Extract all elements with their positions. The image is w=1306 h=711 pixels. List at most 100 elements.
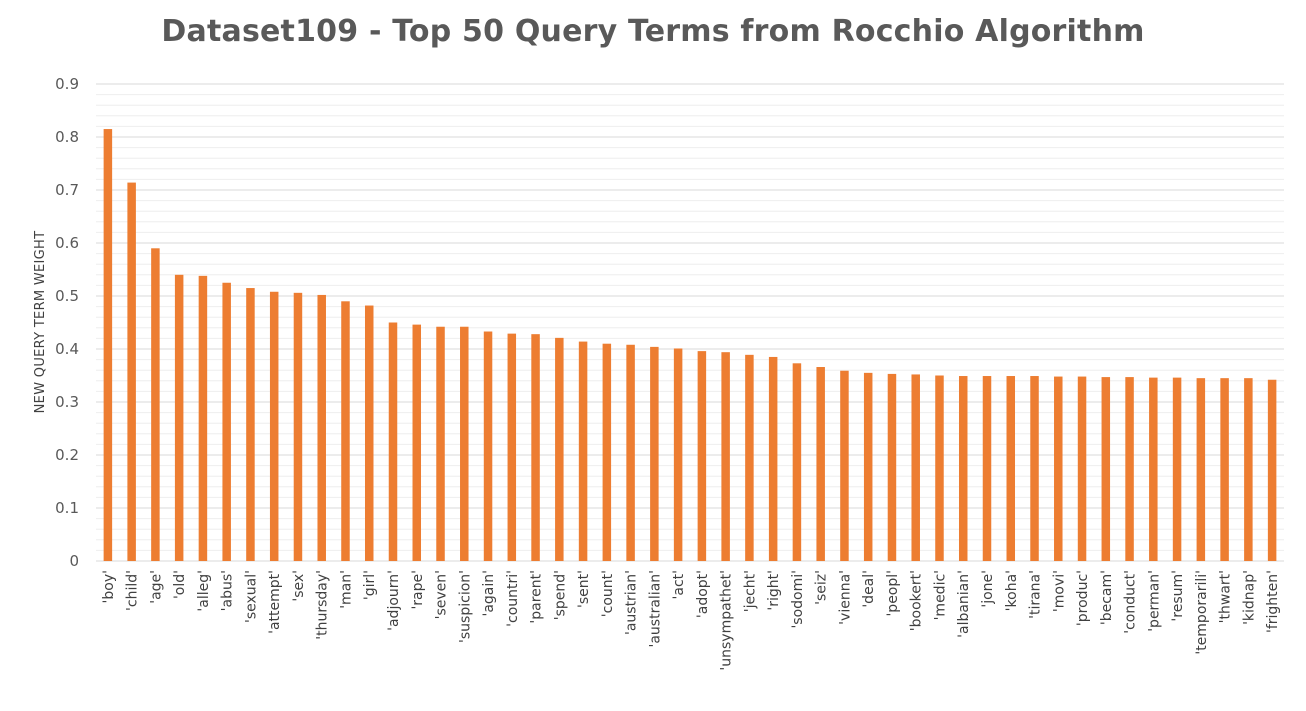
x-tick-label: 'abus': [220, 570, 236, 611]
bar: [887, 373, 897, 561]
x-tick-label: 'australian': [647, 570, 663, 648]
bar: [1149, 377, 1158, 561]
bar: [341, 301, 350, 561]
x-tick-label: 'jecht': [742, 570, 758, 612]
bar: [1244, 378, 1253, 561]
bar: [650, 346, 659, 561]
bar: [246, 288, 255, 561]
bar: [697, 351, 707, 561]
y-tick-label: 0.8: [55, 128, 79, 146]
x-tick-label: 'resum': [1170, 570, 1186, 622]
x-tick-label: 'countri': [505, 570, 521, 627]
bar: [483, 331, 493, 561]
bar: [555, 337, 564, 561]
x-tick-label: 'rape': [410, 570, 426, 610]
bar: [1172, 377, 1182, 561]
bar: [198, 275, 208, 561]
bar: [602, 343, 612, 561]
x-tick-label: 'act': [671, 570, 687, 599]
bar: [1054, 376, 1063, 561]
bar: [1101, 377, 1111, 561]
chart-title: Dataset109 - Top 50 Query Terms from Roc…: [161, 14, 1145, 49]
x-tick-label: 'alleg': [196, 570, 212, 612]
bar: [1006, 376, 1016, 561]
x-tick-label: 'seven': [434, 570, 450, 619]
x-tick-label: 'austrian': [624, 570, 640, 635]
bar: [507, 333, 517, 561]
y-axis-label: NEW QUERY TERM WEIGHT: [33, 231, 48, 414]
bar: [673, 348, 683, 561]
x-tick-label: 'produc': [1075, 570, 1091, 626]
bar: [768, 356, 778, 561]
bar: [1077, 376, 1087, 561]
bar: [1267, 379, 1277, 561]
bar: [317, 294, 326, 561]
x-tick-label: 'vienna': [837, 570, 853, 625]
bar: [436, 326, 445, 561]
x-tick-label: 'koha': [1004, 570, 1020, 611]
x-tick-label: 'child': [125, 570, 141, 611]
bar: [745, 354, 754, 561]
x-tick-label: 'peopl': [885, 570, 901, 617]
y-tick-labels: 0 0.1 0.2 0.3 0.4 0.5 0.6 0.7 0.8 0.9: [55, 75, 79, 570]
x-tick-label: 'parent': [529, 570, 545, 624]
x-tick-label: 'adopt': [695, 570, 711, 618]
bar: [222, 282, 231, 561]
x-tick-label: 'tirana': [1028, 570, 1044, 619]
bar: [578, 341, 588, 561]
x-tick-label: 'attempt': [267, 570, 283, 634]
x-tick-label: 'seiz': [814, 570, 830, 605]
x-tick-label: 'suspicion': [457, 570, 473, 643]
y-tick-label: 0.9: [55, 75, 79, 93]
x-tick-label: 'count': [600, 570, 616, 617]
bar: [958, 376, 968, 561]
bar: [127, 182, 136, 561]
y-tick-label: 0: [69, 552, 79, 570]
x-tick-label: 'old': [172, 570, 188, 599]
bar: [269, 291, 279, 561]
bar: [1196, 378, 1206, 561]
x-tick-labels: 'boy' 'child' 'age' 'old' 'alleg' 'abus' 'sexu…: [101, 570, 1281, 671]
bar: [412, 324, 422, 561]
bars: [103, 129, 1277, 562]
x-tick-label: 'sex': [291, 570, 307, 602]
bar: [935, 375, 944, 561]
x-tick-label: 'deal': [861, 570, 877, 608]
x-tick-label: 'becam': [1099, 570, 1115, 625]
bar: [1220, 378, 1229, 561]
y-tick-label: 0.2: [55, 446, 79, 464]
x-tick-label: 'kidnap': [1241, 570, 1257, 625]
x-tick-label: 'perman': [1146, 570, 1162, 632]
y-tick-label: 0.3: [55, 393, 79, 411]
bar: [1125, 377, 1134, 561]
x-tick-label: 'man': [338, 570, 354, 609]
x-tick-label: 'movi': [1051, 570, 1067, 612]
x-tick-label: 'boy': [101, 570, 117, 603]
x-tick-label: 'right': [766, 570, 782, 611]
bar: [982, 376, 992, 561]
x-tick-label: 'frighten': [1265, 570, 1281, 633]
y-tick-label: 0.7: [55, 181, 79, 199]
bar: [626, 344, 635, 561]
bar: [364, 305, 374, 561]
bar: [863, 372, 873, 561]
x-tick-label: 'jone': [980, 570, 996, 608]
x-tick-label: 'again': [481, 570, 497, 617]
x-tick-label: 'temporarili': [1194, 570, 1210, 655]
x-tick-label: 'sent': [576, 570, 592, 608]
x-tick-label: 'girl': [362, 570, 378, 600]
bar: [460, 326, 469, 561]
x-tick-label: 'sodomi': [790, 570, 806, 629]
bar: [816, 367, 825, 561]
bar: [1030, 376, 1039, 561]
y-tick-label: 0.1: [55, 499, 79, 517]
bar: [721, 352, 730, 561]
x-tick-label: 'sexual': [243, 570, 259, 623]
x-tick-label: 'bookert': [909, 570, 925, 631]
bar: [293, 292, 303, 561]
bar: [388, 322, 398, 561]
x-tick-label: 'adjourn': [386, 570, 402, 631]
x-tick-label: 'unsympathet': [719, 570, 735, 671]
y-tick-label: 0.6: [55, 234, 79, 252]
